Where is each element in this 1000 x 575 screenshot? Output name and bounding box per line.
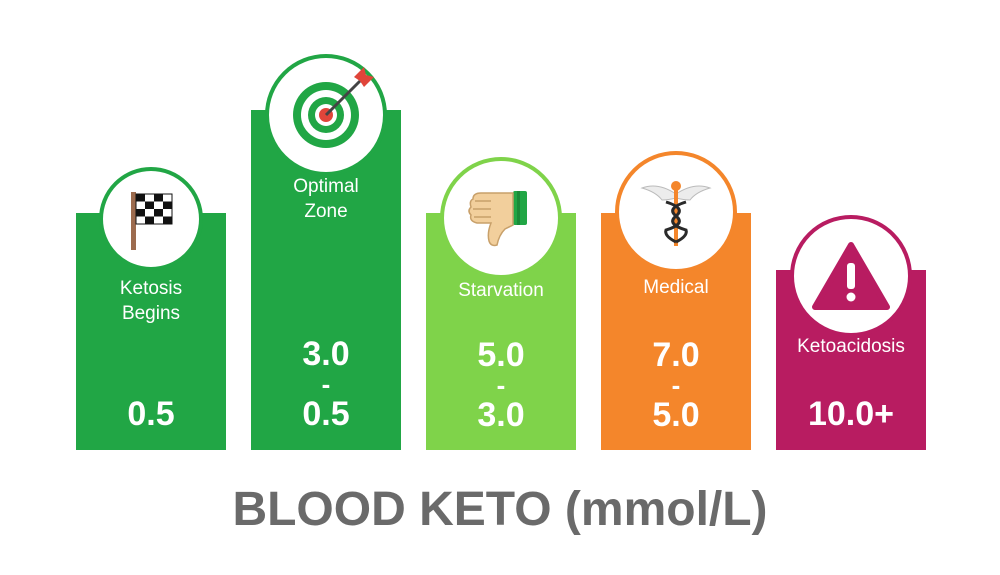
label-optimal-zone-line2: Zone bbox=[304, 201, 348, 222]
value-optimal-zone-lower: 0.5 bbox=[302, 395, 350, 433]
dash-optimal-zone: - bbox=[321, 369, 331, 399]
bar-ketosis-begins: Ketosis Begins 0.5 bbox=[76, 167, 226, 450]
label-ketosis-begins-line2: Begins bbox=[121, 303, 181, 324]
label-medical: Medical bbox=[643, 277, 709, 298]
value-ketosis-begins: 0.5 bbox=[127, 395, 175, 433]
chart-title: BLOOD KETO (mmol/L) bbox=[232, 483, 768, 536]
warning-icon bbox=[812, 242, 890, 310]
bar-optimal-zone: Optimal Zone 3.0 - 0.5 bbox=[251, 54, 401, 450]
bar-starvation: Starvation 5.0 - 3.0 bbox=[426, 157, 576, 450]
target-icon bbox=[288, 67, 374, 153]
label-ketosis-begins-line1: Ketosis bbox=[119, 278, 183, 299]
value-medical-lower: 5.0 bbox=[652, 396, 700, 434]
badge-medical bbox=[615, 151, 737, 273]
dash-medical: - bbox=[671, 370, 681, 400]
value-optimal-zone-upper: 3.0 bbox=[302, 335, 350, 373]
bar-ketoacidosis: Ketoacidosis 10.0+ bbox=[776, 215, 926, 450]
thumbs-down-icon bbox=[468, 191, 527, 247]
badge-optimal-zone bbox=[265, 54, 387, 176]
bar-medical: Medical 7.0 - 5.0 bbox=[601, 151, 751, 450]
value-starvation-upper: 5.0 bbox=[477, 336, 525, 374]
caduceus-icon bbox=[640, 181, 712, 246]
value-ketoacidosis: 10.0+ bbox=[807, 395, 895, 433]
value-medical-upper: 7.0 bbox=[652, 336, 700, 374]
label-optimal-zone-line1: Optimal bbox=[293, 176, 359, 197]
label-ketoacidosis: Ketoacidosis bbox=[797, 336, 905, 357]
value-starvation-lower: 3.0 bbox=[477, 396, 525, 434]
badge-ketoacidosis bbox=[790, 215, 912, 337]
label-starvation: Starvation bbox=[458, 280, 544, 301]
badge-ketosis-begins bbox=[99, 167, 203, 271]
dash-starvation: - bbox=[496, 370, 506, 400]
checkered-flag-icon bbox=[131, 192, 173, 250]
badge-starvation bbox=[440, 157, 562, 279]
